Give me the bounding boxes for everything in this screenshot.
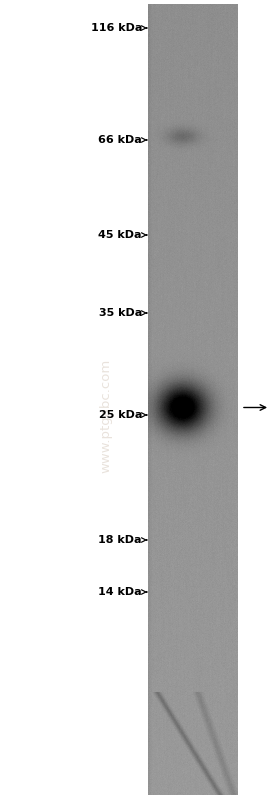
- Text: 45 kDa: 45 kDa: [99, 230, 142, 240]
- Text: 25 kDa: 25 kDa: [99, 410, 142, 420]
- Text: 66 kDa: 66 kDa: [98, 135, 142, 145]
- Text: www.ptgabc.com: www.ptgabc.com: [100, 359, 113, 472]
- Text: 14 kDa: 14 kDa: [98, 587, 142, 597]
- Text: 18 kDa: 18 kDa: [99, 535, 142, 545]
- Text: 116 kDa: 116 kDa: [91, 23, 142, 33]
- Text: 35 kDa: 35 kDa: [99, 308, 142, 318]
